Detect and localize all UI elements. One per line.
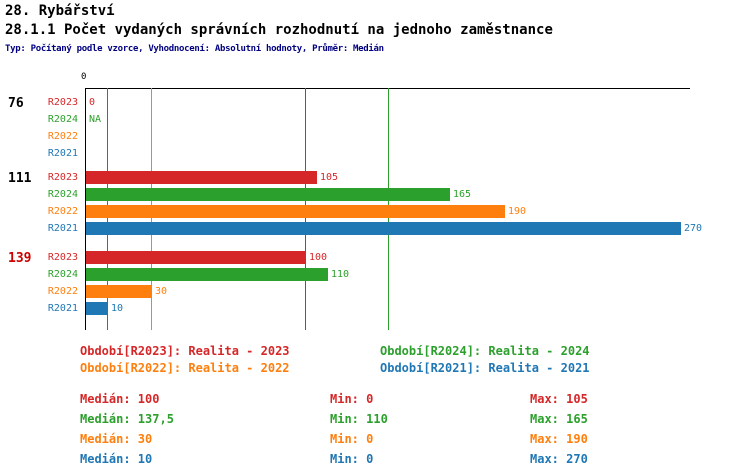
indicator-title: 28.1.1 Počet vydaných správních rozhodnu… [5, 22, 553, 38]
legend-item-r2021: Období[R2021]: Realita - 2021 [380, 361, 590, 375]
bar-r2022 [86, 285, 152, 298]
bar-value-label: 10 [111, 303, 124, 314]
chart-statistics: Medián: 100 Min: 0 Max: 105 Medián: 137,5 Mi… [0, 392, 750, 472]
series-label-r2021: R2021 [47, 303, 78, 314]
legend-item-r2024: Období[R2024]: Realita - 2024 [380, 344, 590, 358]
legend-item-r2022: Období[R2022]: Realita - 2022 [80, 361, 290, 375]
series-label-r2022: R2022 [47, 131, 78, 142]
series-label-r2023: R2023 [47, 252, 78, 263]
stat-max-r2022: Max: 190 [530, 432, 588, 446]
stat-median-r2024: Medián: 137,5 [80, 412, 174, 426]
group-value-label: 111 [8, 171, 32, 186]
stat-min-r2021: Min: 0 [330, 452, 374, 466]
series-label-r2022: R2022 [47, 206, 78, 217]
bar-r2023 [86, 251, 306, 264]
stat-min-r2024: Min: 110 [330, 412, 388, 426]
stat-min-r2023: Min: 0 [330, 392, 374, 406]
series-label-r2024: R2024 [47, 269, 78, 280]
group-value-label: 76 [8, 96, 24, 111]
bar-r2023 [86, 171, 317, 184]
bar-r2024 [86, 188, 450, 201]
stat-max-r2023: Max: 105 [530, 392, 588, 406]
bar-value-label: 30 [155, 286, 168, 297]
stat-median-r2023: Medián: 100 [80, 392, 160, 406]
series-label-r2023: R2023 [47, 172, 78, 183]
stat-max-r2021: Max: 270 [530, 452, 588, 466]
stat-max-r2024: Max: 165 [530, 412, 588, 426]
series-label-r2024: R2024 [47, 114, 78, 125]
series-label-r2021: R2021 [47, 148, 78, 159]
axis-left-line [85, 88, 86, 330]
bar-r2024 [86, 268, 328, 281]
bar-value-label: NA [89, 114, 102, 125]
horizontal-bar-chart: 76 R2023 0 R2024 NA R2022 R2021 111 R2023 105 R202… [0, 88, 750, 330]
bar-r2022 [86, 205, 505, 218]
series-label-r2024: R2024 [47, 189, 78, 200]
bar-r2021 [86, 222, 681, 235]
axis-top-line [85, 88, 690, 89]
bar-value-label: 110 [331, 269, 350, 280]
series-label-r2022: R2022 [47, 286, 78, 297]
bar-value-label: 100 [309, 252, 328, 263]
series-label-r2021: R2021 [47, 223, 78, 234]
bar-value-label: 105 [320, 172, 339, 183]
section-title: 28. Rybářství [5, 3, 115, 19]
bar-value-label: 190 [508, 206, 527, 217]
bar-value-label: 270 [684, 223, 703, 234]
group-value-label: 139 [8, 251, 32, 266]
stat-min-r2022: Min: 0 [330, 432, 374, 446]
stat-median-r2021: Medián: 10 [80, 452, 153, 466]
bar-value-label: 0 [89, 97, 96, 108]
legend-item-r2023: Období[R2023]: Realita - 2023 [80, 344, 290, 358]
chart-meta-info: Typ: Počítaný podle vzorce, Vyhodnocení:… [5, 44, 384, 54]
chart-legend: Období[R2023]: Realita - 2023 Období[R202… [0, 344, 750, 378]
bar-value-label: 165 [453, 189, 472, 200]
axis-tick-zero: 0 [81, 72, 87, 82]
bar-r2021 [86, 302, 108, 315]
stat-median-r2022: Medián: 30 [80, 432, 153, 446]
series-label-r2023: R2023 [47, 97, 78, 108]
